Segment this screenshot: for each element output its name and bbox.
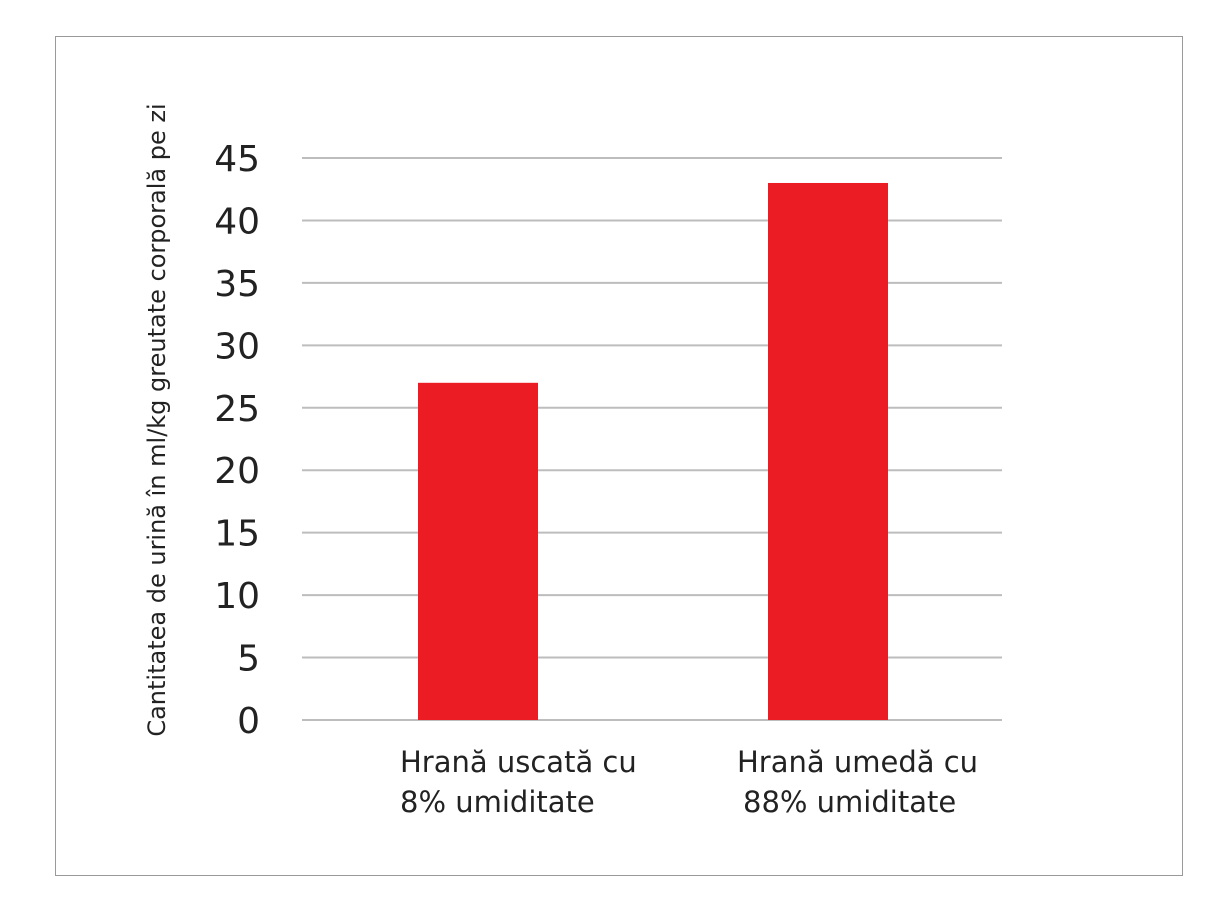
- gridlines: [302, 157, 1002, 721]
- y-axis-ticks: 0 5 10 15 20 25 30 35 40 45: [214, 139, 260, 742]
- x-axis-categories: Hrană uscată cu 8% umiditate Hrană umedă c…: [400, 745, 978, 819]
- x-category-label: Hrană uscată cu: [400, 745, 637, 779]
- bar: [418, 382, 538, 720]
- y-tick-label: 5: [237, 639, 260, 680]
- y-tick-label: 45: [214, 139, 260, 180]
- y-tick-label: 20: [214, 451, 260, 492]
- y-tick-label: 10: [214, 576, 260, 617]
- y-tick-label: 40: [214, 201, 260, 242]
- x-category-label: Hrană umedă cu: [737, 745, 978, 779]
- bars: [418, 182, 888, 720]
- y-tick-label: 30: [214, 326, 260, 367]
- bar: [768, 182, 888, 720]
- x-category-label: 88% umiditate: [743, 785, 956, 819]
- y-tick-label: 25: [214, 389, 260, 430]
- x-category-label: 8% umiditate: [400, 785, 595, 819]
- y-axis-title: Cantitatea de urină în ml/kg greutate co…: [143, 103, 171, 736]
- y-tick-label: 15: [214, 514, 260, 555]
- chart-frame: [55, 36, 1183, 876]
- y-tick-label: 0: [237, 701, 260, 742]
- y-tick-label: 35: [214, 264, 260, 305]
